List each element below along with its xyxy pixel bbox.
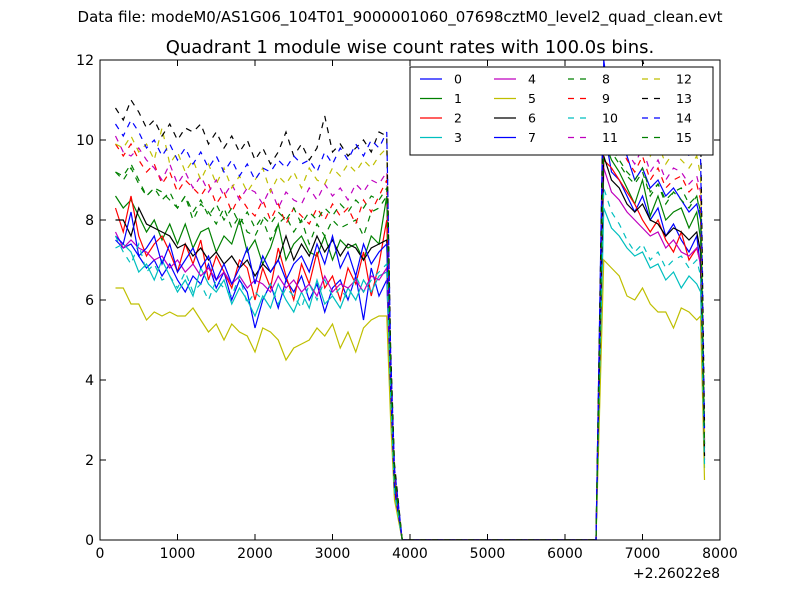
legend-label-8: 8	[602, 72, 610, 87]
y-tick-label-4: 8	[85, 213, 94, 229]
legend-label-6: 6	[528, 111, 536, 126]
series-line-3	[115, 207, 706, 540]
series-line-13	[114, 60, 706, 540]
y-tick-label-1: 2	[85, 453, 94, 469]
series-line-2	[114, 158, 706, 540]
legend-label-12: 12	[676, 72, 692, 87]
y-tick-label-3: 6	[85, 293, 94, 309]
legend-box	[409, 66, 714, 156]
x-tick-label-7: 7000	[625, 546, 661, 562]
x-tick-label-0: 0	[96, 546, 105, 562]
legend-label-14: 14	[676, 111, 692, 126]
legend-label-10: 10	[602, 111, 618, 126]
x-tick-label-8: 8000	[702, 546, 738, 562]
x-tick-label-2: 2000	[237, 546, 273, 562]
legend-label-4: 4	[528, 72, 536, 87]
x-tick-label-6: 6000	[547, 546, 583, 562]
series-line-1	[114, 139, 706, 540]
x-tick-label-5: 5000	[470, 546, 506, 562]
y-tick-label-5: 10	[76, 133, 94, 149]
data-file-title: Data file: modeM0/AS1G06_104T01_90000010…	[77, 8, 723, 26]
x-tick-label-1: 1000	[160, 546, 196, 562]
series-line-8	[115, 127, 706, 540]
series-line-10	[114, 187, 706, 540]
legend-label-0: 0	[454, 72, 462, 87]
x-tick-label-4: 4000	[392, 546, 428, 562]
legend-label-3: 3	[454, 130, 462, 145]
legend-label-9: 9	[602, 91, 610, 106]
y-tick-label-0: 0	[85, 533, 94, 549]
x-tick-label-3: 3000	[315, 546, 351, 562]
plot-layer: Quadrant 1 module wise count rates with …	[76, 37, 738, 582]
chart-title: Quadrant 1 module wise count rates with …	[166, 37, 655, 58]
legend-label-15: 15	[676, 130, 692, 145]
series-line-11	[114, 99, 706, 540]
series-line-6	[115, 155, 706, 540]
series-line-5	[115, 258, 706, 540]
y-tick-label-6: 12	[76, 53, 94, 69]
y-tick-label-2: 4	[85, 373, 94, 389]
legend-label-1: 1	[454, 91, 462, 106]
series-line-4	[114, 167, 706, 540]
legend-label-5: 5	[528, 91, 536, 106]
legend-label-11: 11	[602, 130, 618, 145]
series-line-9	[114, 107, 706, 540]
series-line-15	[115, 131, 706, 540]
legend-label-13: 13	[676, 91, 692, 106]
x-offset-label: +2.26022e8	[633, 566, 720, 582]
series-line-14	[114, 83, 706, 540]
series-line-0	[115, 127, 706, 540]
legend-label-7: 7	[528, 130, 536, 145]
legend-label-2: 2	[454, 111, 462, 126]
